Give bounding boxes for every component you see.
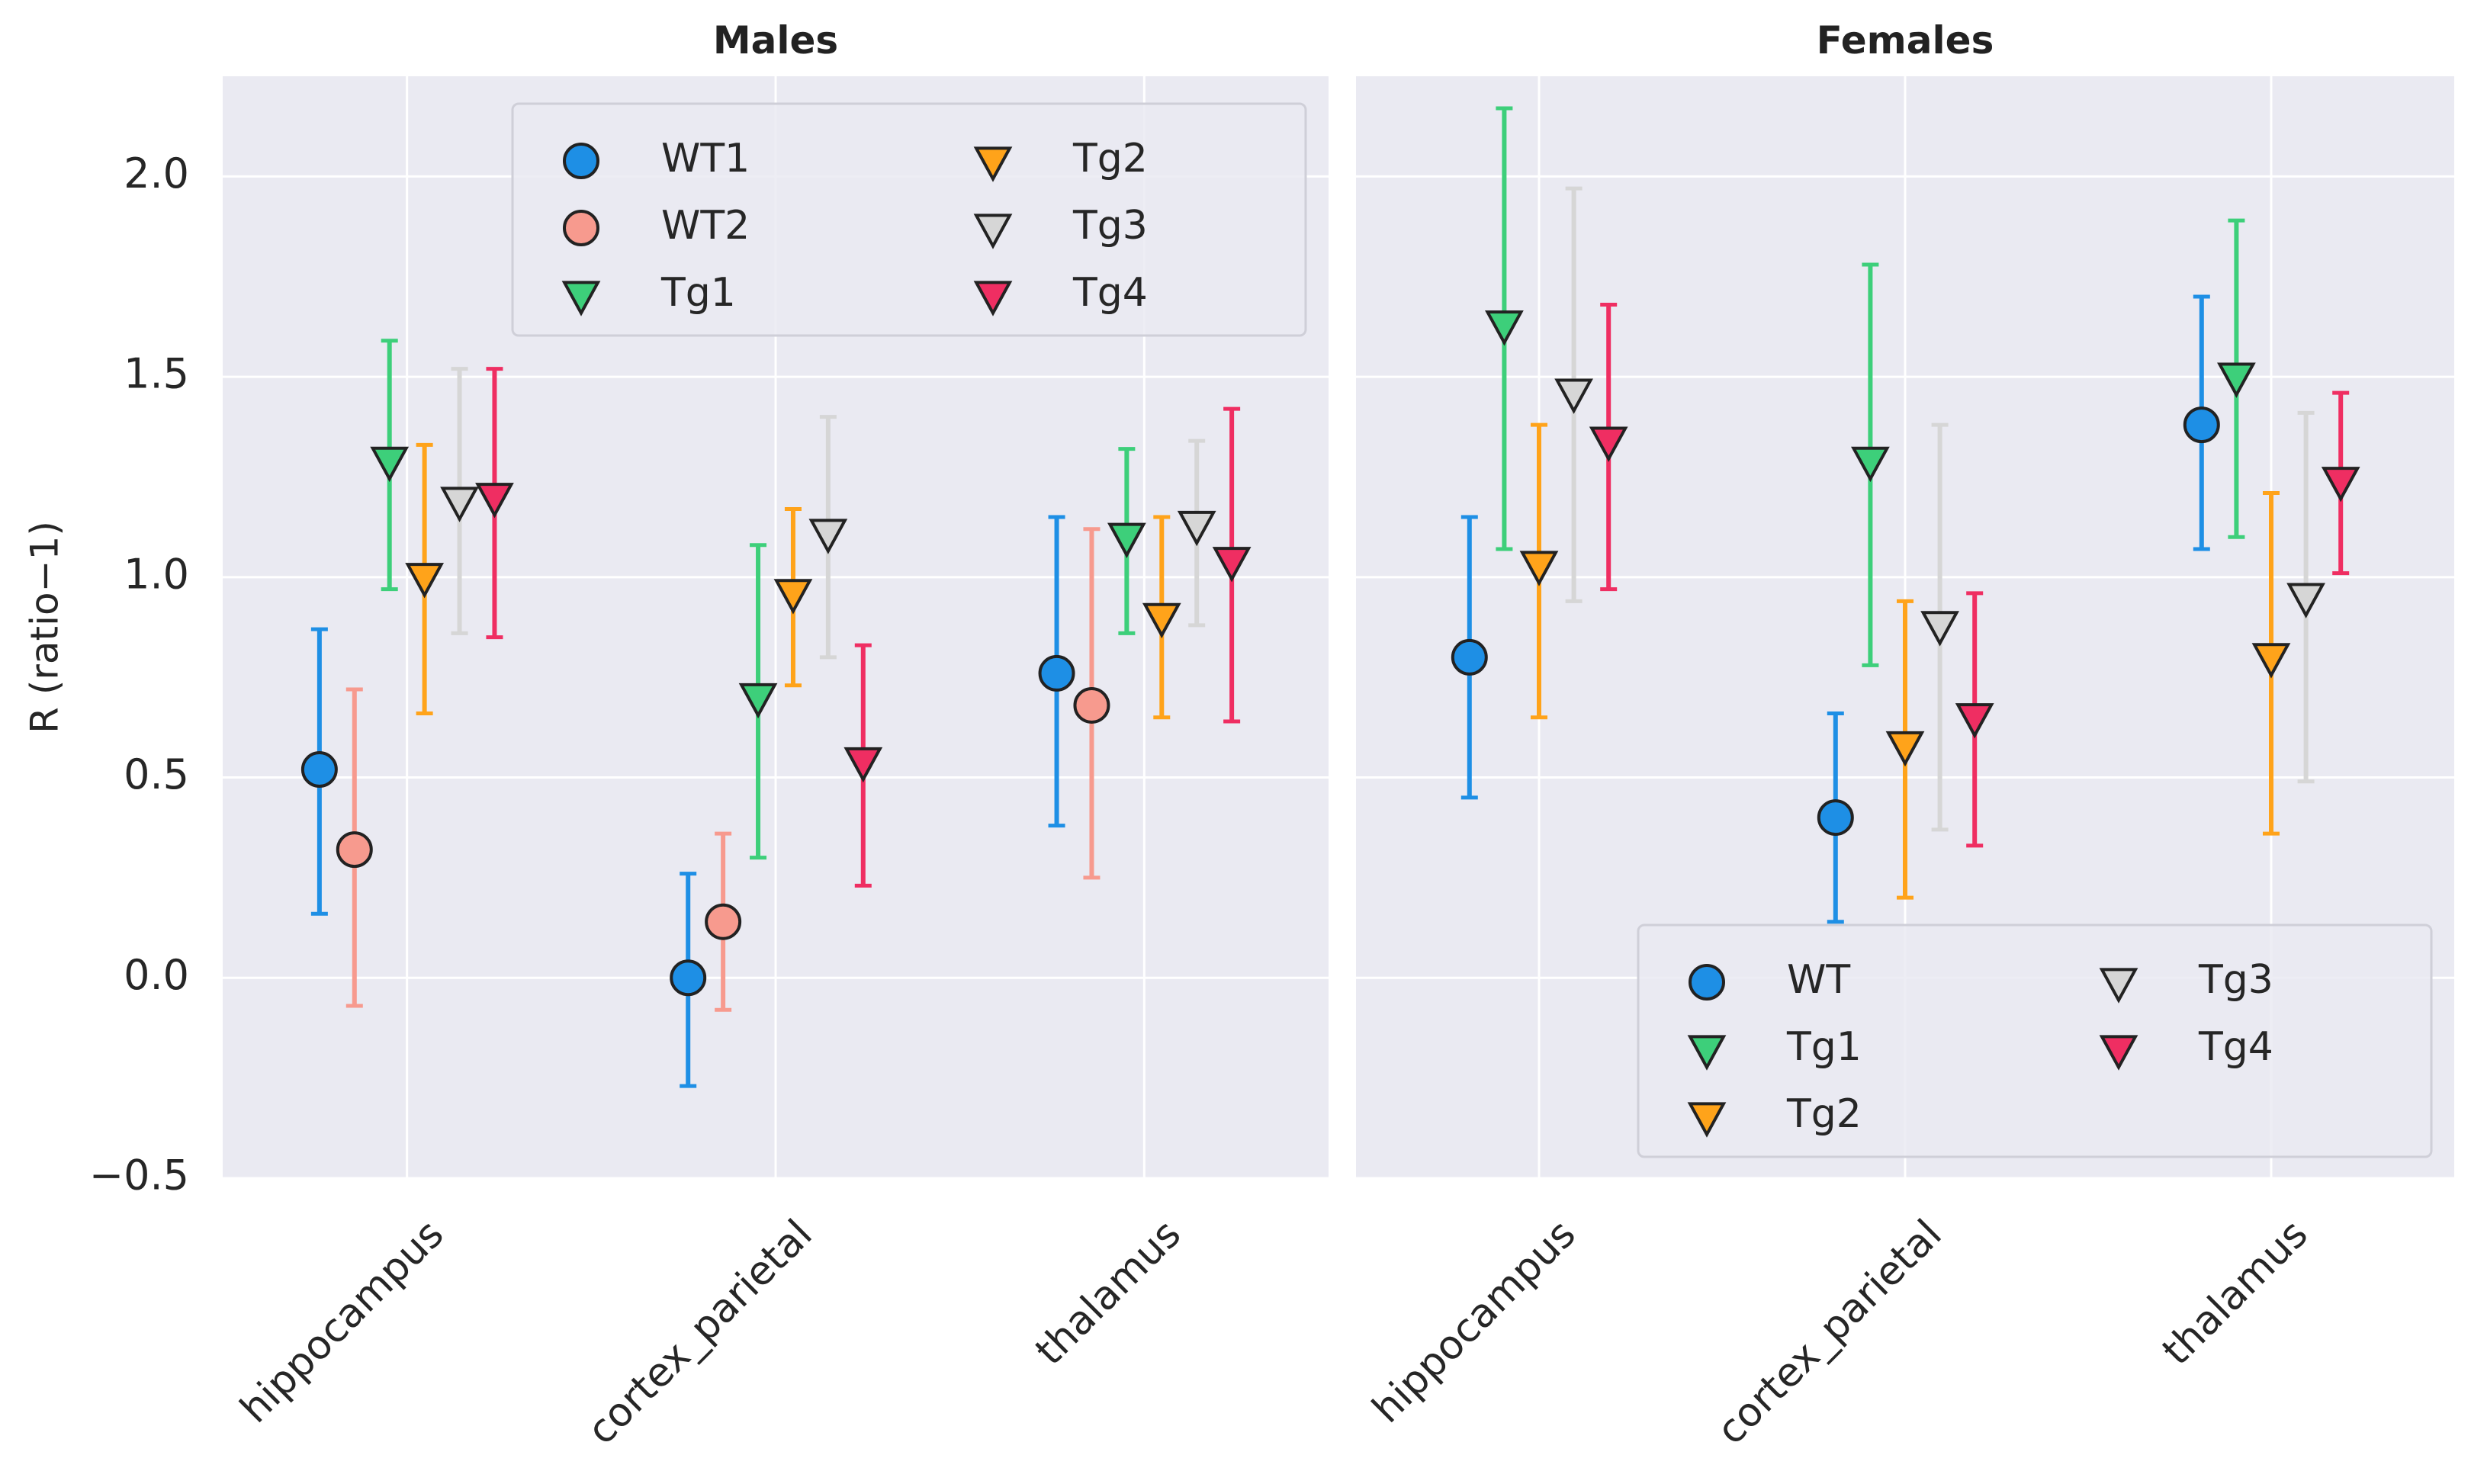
data-point-tg3	[808, 519, 848, 554]
panel-females: Females hippocampus cortex_parietal thalamu…	[1356, 18, 2454, 1453]
data-point-tg2	[405, 563, 444, 599]
legend-label-tg4: Tg4	[1072, 270, 1148, 316]
data-point-tg1	[370, 446, 410, 483]
y-tick-label: 1.5	[124, 350, 189, 398]
panel-title: Females	[1817, 18, 1994, 63]
legend: WT Tg1 Tg2 Tg3 Tg4	[1637, 923, 2433, 1158]
x-tick-label-hippocampus: hippocampus	[232, 1211, 452, 1431]
data-point-tg4	[843, 747, 883, 783]
legend-marker-tg2	[1687, 1102, 1727, 1138]
data-point-wt2	[705, 903, 742, 940]
data-point-tg1	[1107, 522, 1146, 559]
legend-marker-wt2	[563, 210, 599, 246]
series-tg4	[475, 367, 1252, 888]
x-tick-label-hippocampus: hippocampus	[1364, 1211, 1584, 1431]
data-point-wt2	[1073, 686, 1110, 724]
series-tg1	[370, 339, 1146, 860]
data-point-tg4	[2321, 467, 2360, 503]
y-tick-label: 2.0	[124, 149, 189, 198]
data-point-wt1	[1038, 654, 1075, 692]
data-point-wt1	[300, 751, 338, 789]
legend-label-tg4: Tg4	[2198, 1024, 2273, 1070]
series-tg4	[1589, 303, 2360, 848]
data-point-tg2	[1142, 602, 1181, 639]
data-point-wt	[1817, 799, 1854, 837]
legend-marker-wt	[1689, 964, 1725, 1001]
data-point-tg2	[2251, 643, 2291, 679]
y-axis-ticks: −0.5 0.0 0.5 1.0 1.5 2.0	[89, 149, 189, 1200]
legend-label-wt: WT	[1787, 957, 1850, 1003]
data-point-tg3	[1554, 378, 1593, 414]
y-axis-label: R (ratio−1)	[23, 521, 67, 734]
panel-title: Males	[713, 18, 838, 63]
data-point-tg4	[1212, 547, 1252, 583]
legend-label-tg2: Tg2	[1786, 1091, 1862, 1137]
legend-marker-wt1	[563, 143, 599, 179]
legend-label-wt2: WT2	[661, 203, 750, 249]
data-point-wt	[1451, 638, 1488, 676]
data-point-tg3	[1920, 611, 1959, 647]
legend: WT1 WT2 Tg1 Tg2 Tg3 Tg4	[511, 102, 1307, 337]
legend-label-tg3: Tg3	[2198, 957, 2273, 1003]
legend-label-tg3: Tg3	[1072, 203, 1148, 249]
series-wt	[1451, 294, 2220, 924]
series-wt2	[336, 527, 1110, 1012]
legend-label-tg2: Tg2	[1072, 136, 1148, 181]
x-tick-label-thalamus: thalamus	[1027, 1211, 1190, 1374]
legend-label-tg1: Tg1	[1786, 1024, 1862, 1070]
legend-marker-tg4	[2099, 1035, 2138, 1071]
legend-marker-tg3	[973, 214, 1013, 249]
y-axis-label-layer: R (ratio−1)	[23, 521, 67, 734]
legend-marker-tg2	[973, 146, 1013, 182]
x-tick-label-thalamus: thalamus	[2154, 1211, 2317, 1374]
legend-marker-tg4	[973, 281, 1013, 316]
data-point-tg4	[475, 483, 514, 519]
data-point-wt	[2183, 406, 2220, 444]
series-tg3	[1554, 186, 2325, 832]
data-point-tg2	[1519, 551, 1559, 586]
series-tg1	[1485, 106, 2256, 667]
data-point-tg3	[2286, 583, 2325, 618]
x-tick-label-cortex-parietal: cortex_parietal	[1708, 1211, 1951, 1453]
legend-label-tg1: Tg1	[660, 270, 736, 316]
legend-box	[511, 102, 1307, 337]
data-point-wt2	[336, 831, 373, 869]
legend-marker-tg1	[561, 281, 601, 316]
series-wt1	[300, 515, 1075, 1088]
legend-box	[1637, 923, 2433, 1158]
series-tg3	[440, 367, 1216, 660]
y-tick-label: −0.5	[89, 1152, 189, 1200]
data-point-tg1	[1485, 310, 1524, 346]
data-point-tg4	[1955, 703, 1994, 739]
panel-males: Males hippocampus cortex_parietal thalamus W…	[223, 18, 1329, 1453]
legend-marker-tg1	[1687, 1035, 1727, 1071]
y-tick-label: 1.0	[124, 550, 189, 598]
series-tg2	[1519, 422, 2291, 900]
data-point-tg1	[738, 683, 778, 719]
x-tick-label-cortex-parietal: cortex_parietal	[579, 1211, 821, 1453]
data-point-tg2	[773, 579, 813, 615]
y-tick-label: 0.0	[124, 951, 189, 999]
y-tick-label: 0.5	[124, 750, 189, 798]
data-point-tg1	[2217, 362, 2256, 398]
data-point-wt1	[670, 959, 707, 997]
data-point-tg3	[1177, 510, 1216, 547]
series-tg2	[405, 442, 1181, 720]
data-point-tg3	[440, 487, 479, 522]
data-point-tg4	[1589, 426, 1628, 462]
data-point-tg1	[1851, 446, 1890, 483]
legend-marker-tg3	[2099, 968, 2138, 1004]
data-point-tg2	[1885, 731, 1925, 767]
legend-label-wt1: WT1	[661, 136, 750, 181]
